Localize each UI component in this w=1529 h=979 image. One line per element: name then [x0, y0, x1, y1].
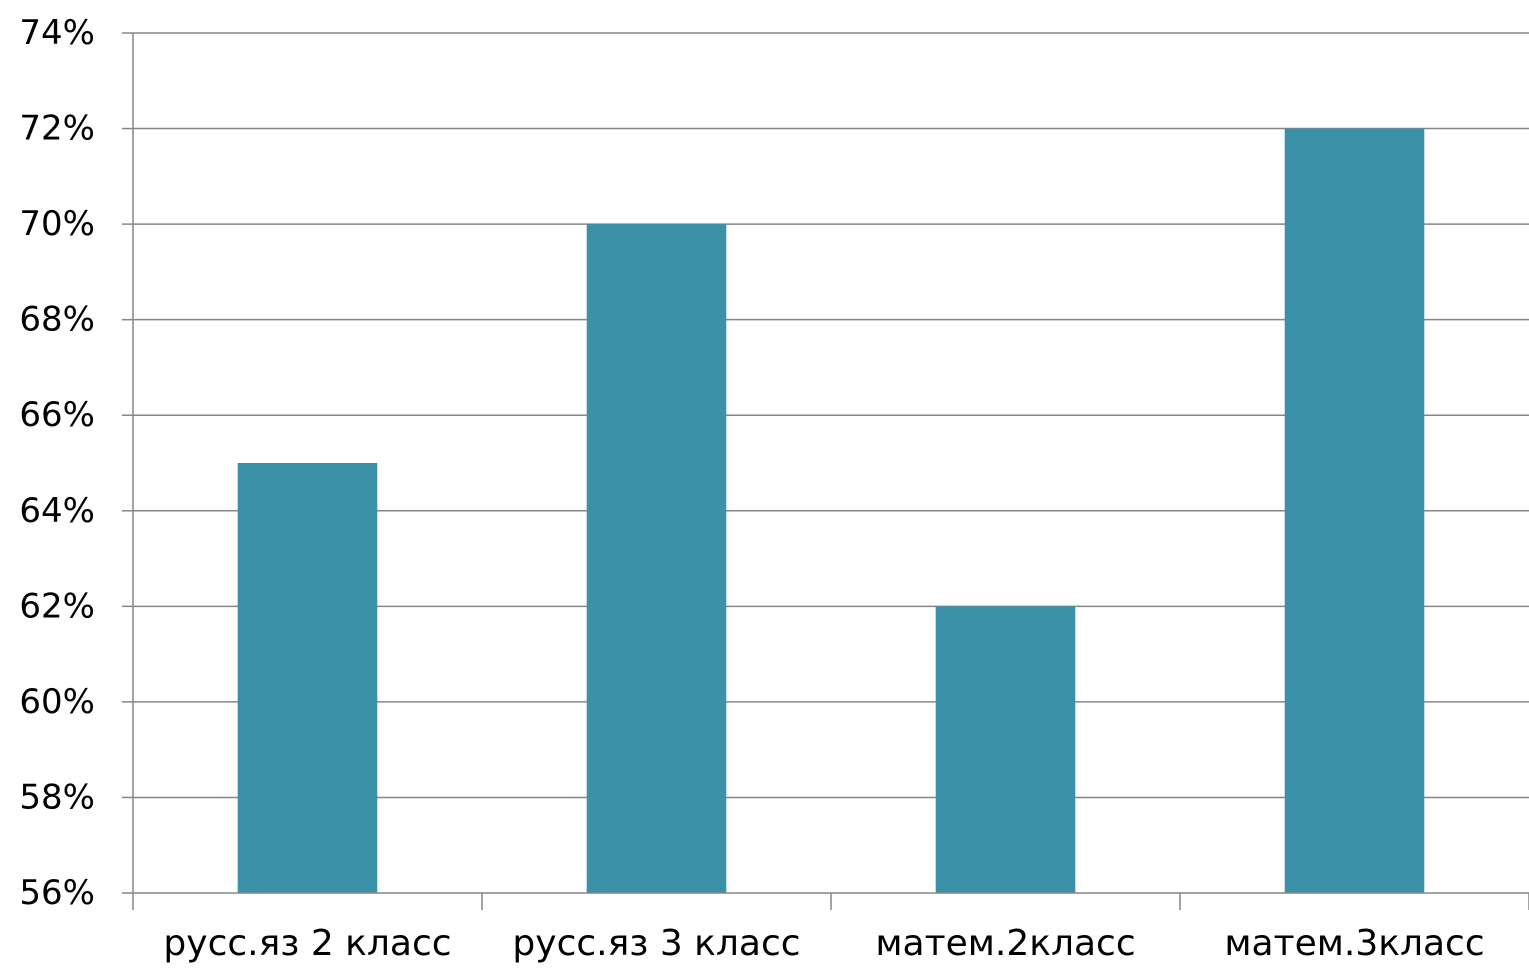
x-tick-label: русс.яз 3 класс — [512, 923, 800, 964]
y-tick-label: 66% — [19, 395, 95, 435]
y-tick-label: 74% — [19, 13, 95, 53]
y-tick-label: 64% — [19, 491, 95, 531]
y-tick-label: 62% — [19, 586, 95, 626]
y-tick-label: 70% — [19, 204, 95, 244]
bars — [237, 128, 1425, 894]
x-tick-label: русс.яз 2 класс — [163, 923, 451, 964]
bar — [935, 606, 1076, 893]
x-tick-label: матем.2класс — [875, 923, 1135, 964]
x-tick-labels: русс.яз 2 класс русс.яз 3 класс матем.2кла… — [163, 923, 1484, 964]
y-tick-labels: 56% 58% 60% 62% 64% 66% 68% 70% 72% 74% — [19, 13, 95, 913]
bar — [237, 463, 378, 893]
bar — [586, 224, 727, 894]
y-tick-label: 58% — [19, 777, 95, 817]
bar — [1284, 128, 1425, 894]
x-tick-label: матем.3класс — [1224, 923, 1484, 964]
axes — [122, 32, 1529, 910]
y-tick-label: 56% — [19, 873, 95, 913]
y-tick-label: 72% — [19, 109, 95, 149]
y-tick-label: 68% — [19, 300, 95, 340]
y-tick-label: 60% — [19, 682, 95, 722]
